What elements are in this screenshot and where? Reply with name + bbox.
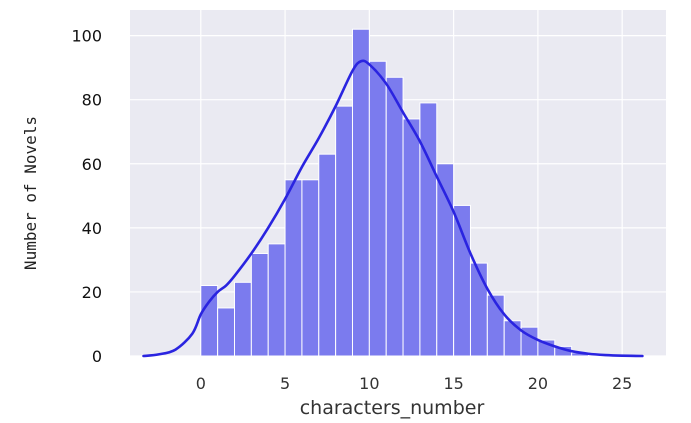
- histogram-bar: [503, 320, 522, 357]
- x-axis-label: characters_number: [300, 397, 485, 419]
- x-tick-label: 0: [196, 374, 206, 393]
- y-axis-label: Number of Novels: [21, 116, 40, 270]
- histogram-bar: [318, 153, 337, 357]
- y-tick-label: 60: [82, 155, 102, 174]
- histogram-bar: [368, 60, 387, 357]
- y-tick-label: 20: [82, 283, 102, 302]
- histogram-bar: [469, 262, 488, 357]
- x-tick-label: 25: [612, 374, 632, 393]
- y-tick-label: 0: [92, 347, 102, 366]
- y-tick-label: 100: [71, 27, 102, 46]
- histogram-bars: [200, 28, 589, 357]
- histogram-bar: [267, 243, 286, 357]
- histogram-bar: [385, 76, 404, 357]
- histogram-bar: [301, 179, 320, 357]
- y-tick-labels: 0 20 40 60 80 100: [71, 27, 102, 366]
- histogram-bar: [284, 179, 303, 357]
- y-tick-label: 80: [82, 91, 102, 110]
- x-tick-label: 5: [280, 374, 290, 393]
- histogram-bar: [234, 281, 252, 357]
- histogram-bar: [217, 307, 236, 357]
- histogram-bar: [351, 28, 370, 357]
- x-tick-labels: 0 5 10 15 20 25: [196, 374, 633, 393]
- histogram-bar: [250, 252, 269, 357]
- histogram-bar: [335, 105, 353, 357]
- histogram-bar: [453, 204, 471, 357]
- histogram-bar: [402, 118, 421, 357]
- histogram-bar: [419, 102, 438, 357]
- x-tick-label: 20: [528, 374, 548, 393]
- x-tick-label: 10: [359, 374, 379, 393]
- kde-curve-group: [142, 59, 644, 358]
- kde-curve: [142, 59, 644, 358]
- x-tick-label: 15: [443, 374, 463, 393]
- y-tick-label: 40: [82, 219, 102, 238]
